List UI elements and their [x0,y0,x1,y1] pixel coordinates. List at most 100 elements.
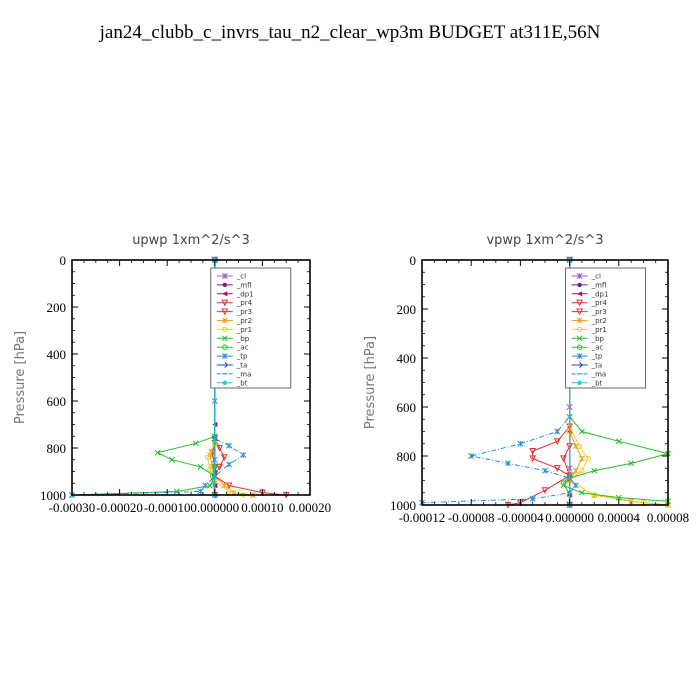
series-point-bp [578,428,585,435]
legend-marker [576,299,584,307]
series-point-bp [169,456,175,463]
legend-label: _tp [236,353,248,361]
legend-label: _cl [236,273,246,281]
legend-label: _cl [591,273,601,281]
legend-box [565,267,646,389]
series-point-pr1 [591,492,597,498]
series-point-tp [197,488,204,495]
series-point-pr4 [553,438,561,446]
legend-marker [577,362,583,368]
legend-marker [577,282,582,288]
legend-marker [221,273,228,279]
series-point-tp [240,452,247,459]
legend-label: _pr3 [591,308,607,316]
x-tick-label: -0.00004 [497,510,544,525]
y-tick-label: 1000 [40,488,66,503]
legend-label: _ta [236,362,248,370]
series-point-bp [207,482,213,489]
y-tick-label: 800 [47,441,67,456]
series-point-tp [572,482,579,489]
legend-label: _mfl [236,281,252,289]
x-tick-label: -0.00012 [399,510,446,525]
legend-label: _pr1 [236,326,252,334]
legend-marker [577,291,583,297]
legend-marker [222,362,229,368]
series-point-pr4 [541,487,549,495]
legend-marker [222,326,228,333]
legend-label: _bt [591,379,603,387]
series-point-pr1 [204,454,211,461]
legend-marker [221,299,229,307]
legend-label: _pr1 [591,326,607,334]
legend-label: _mfl [591,281,607,289]
legend-label: _dp1 [591,290,609,298]
series-point-bp [578,489,585,496]
series-point-pr4 [529,455,537,463]
series-point-tp [517,440,524,447]
legend-marker [576,317,583,324]
series-point-bp [615,494,622,501]
legend-label: _tp [591,353,603,361]
legend-label: _ac [591,344,604,352]
series-point-pr2 [221,482,228,489]
series-point-bp [615,438,622,445]
x-tick-label: -0.00030 [49,500,96,515]
series-point-tp [226,442,233,449]
series-point-pr2 [578,455,585,462]
series-point-tp [202,482,209,489]
legend-label: _bp [236,335,250,343]
legend-marker [222,344,228,350]
legend-marker [222,291,228,297]
y-tick-label: 200 [47,300,67,315]
series-point-pr1 [585,455,591,462]
series-point-pr1 [226,488,232,495]
figure-title: jan24_clubb_c_invrs_tau_n2_clear_wp3m BU… [99,22,601,43]
x-tick-label: 0.00020 [289,500,331,515]
legend-label: _ma [236,370,252,378]
series-point-pr4 [220,454,228,462]
y-axis-label: Pressure [hPa] [13,331,28,424]
panel-title: vpwp 1xm^2/s^3 [486,233,603,248]
y-tick-label: 0 [60,253,67,268]
x-tick-label: 0.00008 [647,510,689,525]
y-tick-label: 400 [47,347,67,362]
legend-marker [576,353,583,360]
legend-label: _ma [591,370,607,378]
series-point-tp [529,495,536,502]
legend-label: _bp [591,335,605,343]
y-axis-label: Pressure [hPa] [363,336,378,429]
series-point-tp [226,461,233,468]
x-tick-label: -0.00010 [144,500,191,515]
series-point-pr1 [207,466,213,472]
legend-marker [221,308,229,316]
legend-label: _pr2 [591,317,607,325]
series-line-pr1 [568,260,669,506]
y-tick-label: 600 [47,394,67,409]
x-tick-label: 0.000000 [190,500,239,515]
legend-marker [222,380,227,385]
legend-label: _ta [591,362,603,370]
series-point-pr1 [576,443,583,449]
legend-label: _pr2 [236,317,252,325]
series-point-pr4 [529,448,537,455]
legend-marker [577,380,582,385]
legend-label: _dp1 [236,290,254,298]
legend-label: _ac [236,344,249,352]
x-tick-label: -0.00008 [448,510,495,525]
y-tick-label: 1000 [390,498,416,513]
x-tick-label: 0.00010 [241,500,283,515]
series-point-tp [505,460,512,467]
series-point-tp [554,428,561,435]
y-tick-label: 800 [397,449,417,464]
series-line-pr4 [508,260,571,506]
series-point-pr3 [560,455,567,463]
series-point-bp [628,460,635,467]
legend-marker [576,335,583,342]
series-point-bp [192,440,199,447]
x-tick-label: 0.000000 [545,510,594,525]
legend-marker [221,353,228,360]
series-point-pr4 [216,463,223,471]
series-point-tp [542,467,548,474]
series-point-bp [173,488,180,495]
